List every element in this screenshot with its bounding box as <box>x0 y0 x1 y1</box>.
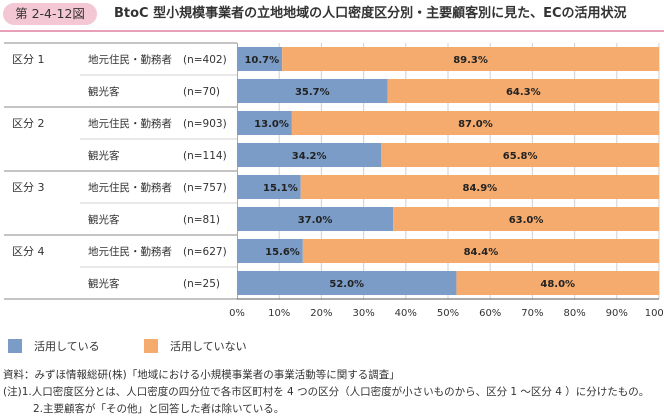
row-n-label: (n=757) <box>183 182 227 194</box>
data-label: 15.6% <box>265 247 300 258</box>
bar-not-used <box>302 239 659 263</box>
legend-label-not-used: 活用していない <box>170 340 247 353</box>
row-n-label: (n=903) <box>183 118 227 130</box>
bar-not-used <box>387 79 659 103</box>
row-n-label: (n=402) <box>183 54 227 66</box>
x-tick-label: 0% <box>229 308 245 319</box>
x-tick-label: 20% <box>310 308 332 319</box>
x-tick-label: 40% <box>395 308 417 319</box>
data-label: 89.3% <box>453 55 488 66</box>
row-n-label: (n=25) <box>183 278 220 290</box>
x-tick-label: 30% <box>352 308 374 319</box>
figure-label: 第 2-4-12図 <box>3 3 97 25</box>
data-label: 48.0% <box>540 279 575 290</box>
legend-swatch-used <box>8 339 22 353</box>
x-tick-label: 100% <box>645 308 664 319</box>
note-1: (注)1.人口密度区分とは、人口密度の四分位で各市区町村を 4 つの区分（人口密… <box>3 386 650 398</box>
x-tick-label: 70% <box>521 308 543 319</box>
chart-title: BtoC 型小規模事業者の立地地域の人口密度区分別・主要顧客別に見た、ECの活用… <box>114 6 627 21</box>
bar-used <box>237 79 388 103</box>
row-category-label: 観光客 <box>88 213 120 226</box>
legend-item-used: 活用している <box>8 338 100 354</box>
legend-swatch-not-used <box>144 339 158 353</box>
bar-used <box>237 143 382 167</box>
data-label: 52.0% <box>329 279 364 290</box>
data-label: 15.1% <box>263 183 298 194</box>
row-category-label: 地元住民・勤務者 <box>88 181 172 194</box>
row-n-label: (n=81) <box>183 214 220 226</box>
x-tick-label: 50% <box>437 308 459 319</box>
bar-used <box>237 239 303 263</box>
x-tick-label: 90% <box>606 308 628 319</box>
row-category-label: 地元住民・勤務者 <box>88 53 172 66</box>
group-label: 区分 2 <box>12 117 45 130</box>
data-label: 35.7% <box>295 87 330 98</box>
row-n-label: (n=114) <box>183 150 227 162</box>
bar-not-used <box>456 271 659 295</box>
source-note: 資料：みずほ情報総研(株)「地域における小規模事業者の事業活動等に関する調査」 <box>3 369 400 381</box>
row-category-label: 地元住民・勤務者 <box>88 245 172 258</box>
header-divider <box>0 30 664 32</box>
row-category-label: 観光客 <box>88 277 120 290</box>
group-label: 区分 3 <box>12 181 45 194</box>
row-category-label: 観光客 <box>88 149 120 162</box>
bar-used <box>237 207 394 231</box>
bar-used <box>237 47 283 71</box>
bar-not-used <box>300 175 659 199</box>
row-n-label: (n=70) <box>183 86 220 98</box>
bar-used <box>237 111 292 135</box>
x-tick-label: 10% <box>268 308 290 319</box>
note-2: 2.主要顧客が「その他」と回答した者は除いている。 <box>33 403 285 415</box>
data-label: 65.8% <box>503 151 538 162</box>
bar-used <box>237 175 301 199</box>
notes: 資料：みずほ情報総研(株)「地域における小規模事業者の事業活動等に関する調査」 … <box>3 367 649 418</box>
stacked-bar-chart: 区分 1 地元住民・勤務者 (n=402) 10.7% 89.3% 観光客 (n=70) 35… <box>4 42 664 319</box>
group-label: 区分 4 <box>12 245 45 258</box>
data-label: 34.2% <box>292 151 327 162</box>
bar-not-used <box>381 143 659 167</box>
bar-not-used <box>282 47 659 71</box>
figure-header: 第 2-4-12図 BtoC 型小規模事業者の立地地域の人口密度区分別・主要顧客… <box>0 0 664 32</box>
bar-not-used <box>291 111 659 135</box>
bar-not-used <box>393 207 659 231</box>
row-category-label: 地元住民・勤務者 <box>88 117 172 130</box>
row-category-label: 観光客 <box>88 85 120 98</box>
data-label: 87.0% <box>458 119 493 130</box>
data-label: 64.3% <box>506 87 541 98</box>
data-label: 84.4% <box>464 247 499 258</box>
group-label: 区分 1 <box>12 53 45 66</box>
data-label: 63.0% <box>509 215 544 226</box>
x-tick-label: 60% <box>479 308 501 319</box>
data-label: 37.0% <box>298 215 333 226</box>
data-label: 13.0% <box>254 119 289 130</box>
row-n-label: (n=627) <box>183 246 227 258</box>
data-label: 10.7% <box>244 55 279 66</box>
x-tick-label: 80% <box>563 308 585 319</box>
bar-used <box>237 271 457 295</box>
legend-item-not-used: 活用していない <box>144 338 247 354</box>
data-label: 84.9% <box>463 183 498 194</box>
legend-label-used: 活用している <box>34 340 100 353</box>
